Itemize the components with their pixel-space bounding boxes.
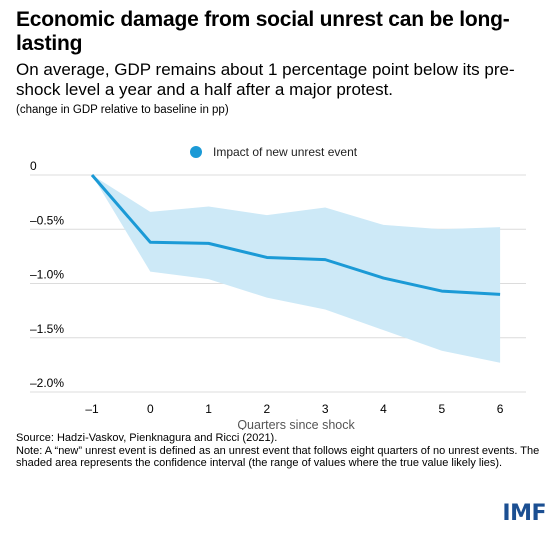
x-tick-label: 2 [264,402,271,416]
x-tick-label: 4 [380,402,387,416]
legend-label: Impact of new unrest event [213,145,358,159]
line-chart: 0 –0.5% –1.0% –1.5% –2.0% –1 0 1 2 3 4 5 6 Quarters… [30,145,526,430]
source-note: Source: Hadzi-Vaskov, Pienknagura and Ri… [16,432,278,444]
x-tick-label: 3 [322,402,329,416]
y-tick-label: 0 [30,159,37,173]
legend-marker [190,146,202,158]
x-tick-labels: –1 0 1 2 3 4 5 6 [85,402,503,416]
series-line [90,174,501,296]
x-tick-label: –1 [85,402,99,416]
legend: Impact of new unrest event [190,145,358,159]
x-tick-label: 6 [497,402,504,416]
chart-title: Economic damage from social unrest can b… [16,8,510,55]
x-axis-title: Quarters since shock [237,418,355,430]
imf-logo: IMF [502,501,546,526]
definition-note: Note: A “new” unrest event is defined as… [16,444,540,470]
y-tick-label: –0.5% [30,213,64,227]
x-tick-label: 1 [205,402,212,416]
units-note: (change in GDP relative to baseline in p… [16,104,229,116]
y-tick-label: –1.5% [30,322,64,336]
y-tick-labels: 0 –0.5% –1.0% –1.5% –2.0% [30,159,64,390]
confidence-band [92,175,501,363]
x-tick-label: 5 [438,402,445,416]
x-tick-label: 0 [147,402,154,416]
footnotes: Source: Hadzi-Vaskov, Pienknagura and Ri… [16,432,546,470]
y-tick-label: –2.0% [30,376,64,390]
chart-subtitle: On average, GDP remains about 1 percenta… [16,60,515,99]
y-tick-label: –1.0% [30,268,64,282]
